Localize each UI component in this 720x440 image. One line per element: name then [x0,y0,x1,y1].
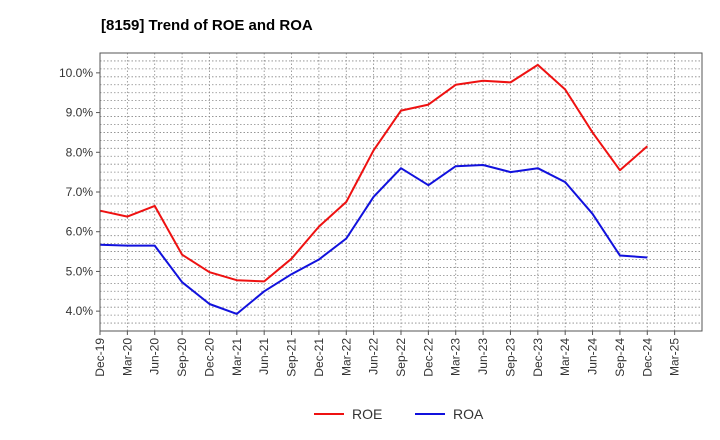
x-tick-label: Dec-19 [93,338,107,377]
legend-label-roe: ROE [352,406,382,422]
x-tick-label: Dec-20 [202,338,216,377]
x-tick-label: Jun-23 [476,338,490,375]
y-tick-label: 10.0% [59,66,93,80]
y-tick-label: 5.0% [66,264,94,278]
legend: ROE ROA [314,406,484,422]
x-tick-label: Sep-22 [394,338,408,377]
legend-label-roa: ROA [453,406,484,422]
x-tick-label: Jun-22 [367,338,381,375]
plot-frame [99,52,703,332]
x-tick-label: Jun-21 [257,338,271,375]
x-tick-label: Mar-22 [339,338,353,376]
series-line-roa [99,164,648,315]
x-tick-label: Dec-22 [421,338,435,377]
x-tick-label: Jun-20 [148,338,162,375]
x-tick-label: Sep-23 [503,338,517,377]
series-line-roe [99,63,648,283]
y-tick-label: 8.0% [66,145,94,159]
x-tick-label: Dec-24 [640,338,654,377]
x-tick-label: Sep-21 [285,338,299,377]
x-tick-label: Mar-24 [558,338,572,376]
x-tick-label: Sep-24 [613,338,627,377]
y-axis: 4.0% 5.0% 6.0% 7.0% 8.0% 9.0% 10.0% [59,66,100,318]
y-tick-label: 7.0% [66,185,94,199]
y-tick-label: 6.0% [66,225,94,239]
x-axis: Dec-19 Mar-20 Jun-20 Sep-20 Dec-20 Mar-21 Jun-… [93,331,682,377]
x-tick-label: Mar-23 [449,338,463,376]
x-tick-label: Dec-23 [531,338,545,377]
grid [100,53,702,331]
y-tick-label: 9.0% [66,106,94,120]
x-tick-label: Dec-21 [312,338,326,377]
x-tick-label: Jun-24 [586,338,600,375]
chart-title: [8159] Trend of ROE and ROA [101,17,313,34]
x-tick-label: Mar-25 [668,338,682,376]
x-tick-label: Mar-21 [230,338,244,376]
x-tick-label: Sep-20 [175,338,189,377]
x-tick-label: Mar-20 [120,338,134,376]
series-lines [99,63,648,315]
y-tick-label: 4.0% [66,304,94,318]
